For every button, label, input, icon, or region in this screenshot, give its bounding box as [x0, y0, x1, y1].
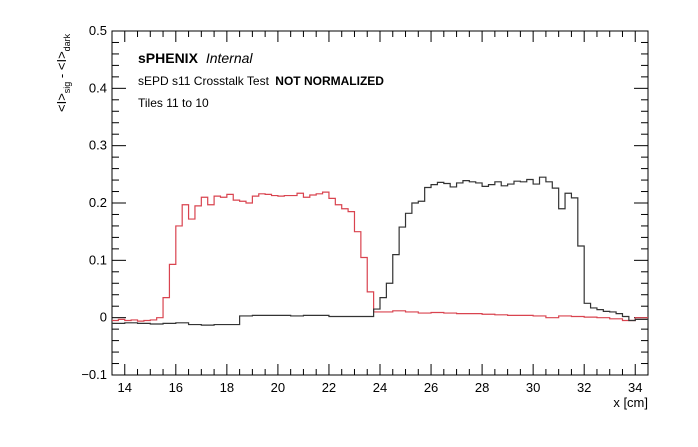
annotations: sPHENIX Internal sEPD s11 Crosstalk Test…	[138, 50, 384, 110]
y-label-signal-sub: sig	[62, 82, 72, 94]
x-tick-label: 24	[373, 380, 387, 395]
x-tick-label: 20	[271, 380, 285, 395]
y-tick-label: 0.5	[89, 23, 107, 38]
annotation-sphenix: sPHENIX	[138, 50, 199, 66]
x-tick-label: 26	[424, 380, 438, 395]
annotation-line2: sEPD s11 Crosstalk Test NOT NORMALIZED	[138, 74, 384, 88]
y-tick-label: −0.1	[81, 367, 107, 382]
y-tick-label: 0.1	[89, 252, 107, 267]
x-tick-label: 18	[220, 380, 234, 395]
x-tick-label: 32	[577, 380, 591, 395]
annotation-tiles: Tiles 11 to 10	[138, 96, 209, 110]
y-tick-label: 0	[100, 310, 107, 325]
y-axis-label: <I>sig - <I>dark	[54, 33, 72, 112]
x-tick-label: 16	[169, 380, 183, 395]
annotation-test-name: sEPD s11 Crosstalk Test	[138, 74, 270, 88]
y-label-minus: -	[54, 70, 69, 82]
y-tick-label: 0.2	[89, 195, 107, 210]
x-tick-label: 22	[322, 380, 336, 395]
axis-ticks: 14 16 18 20 22 24 26 28 30 32 34 −0.1 0 0.1 0.2 0.3 0.4 0…	[81, 23, 649, 395]
series-layer	[112, 176, 648, 326]
annotation-line1: sPHENIX Internal	[138, 50, 253, 66]
x-tick-label: 28	[475, 380, 489, 395]
y-label-signal: <I>	[54, 93, 69, 112]
x-tick-label: 14	[118, 380, 132, 395]
y-label-dark: <I>	[54, 51, 69, 70]
x-tick-label: 34	[628, 380, 642, 395]
y-tick-label: 0.4	[89, 80, 107, 95]
y-tick-label: 0.3	[89, 138, 107, 153]
annotation-internal: Internal	[206, 50, 254, 66]
series-2-line	[112, 176, 648, 326]
x-tick-label: 30	[526, 380, 540, 395]
x-axis-label: x [cm]	[613, 395, 648, 410]
series-1-line	[112, 191, 648, 322]
y-label-dark-sub: dark	[62, 33, 72, 51]
annotation-not-normalized: NOT NORMALIZED	[275, 74, 384, 88]
